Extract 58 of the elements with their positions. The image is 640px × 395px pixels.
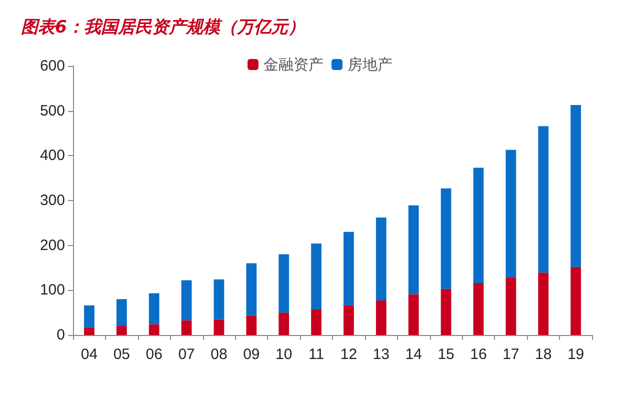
x-tick-label: 10 <box>276 346 292 363</box>
y-tick-label: 200 <box>40 236 65 254</box>
bar <box>278 254 290 313</box>
y-tick-label: 100 <box>40 282 65 299</box>
bar <box>344 232 354 306</box>
bar <box>246 315 257 335</box>
bar <box>278 312 290 335</box>
bar <box>440 288 452 335</box>
y-tick-label: 300 <box>40 192 65 209</box>
bar <box>84 327 94 335</box>
y-tick-label: 400 <box>40 147 65 164</box>
bar <box>311 244 322 310</box>
bar <box>473 168 484 283</box>
bar <box>538 272 549 335</box>
bar <box>116 299 127 326</box>
bar <box>408 294 419 335</box>
x-tick-label: 17 <box>502 346 520 363</box>
bar <box>214 279 224 320</box>
x-tick-label: 06 <box>146 346 162 363</box>
x-tick-label: 13 <box>372 346 390 363</box>
bar <box>181 280 192 320</box>
y-tick-label: 0 <box>56 326 65 344</box>
bar <box>506 150 516 278</box>
x-tick-label: 04 <box>80 346 98 363</box>
bar <box>148 293 160 324</box>
bar <box>570 266 581 335</box>
x-tick-label: 14 <box>405 346 422 363</box>
y-tick-label: 500 <box>40 102 65 120</box>
bar <box>440 188 452 289</box>
x-tick-label: 19 <box>567 346 584 363</box>
bar <box>473 282 484 335</box>
bar <box>116 326 127 335</box>
bar <box>538 126 549 273</box>
x-tick-label: 12 <box>340 346 358 363</box>
bar <box>376 300 386 335</box>
bar <box>214 319 224 335</box>
legend-label: 房地产 <box>348 56 392 74</box>
y-tick-label: 600 <box>40 58 65 74</box>
x-tick-label: 15 <box>438 346 454 363</box>
bar <box>148 324 160 335</box>
x-tick-label: 16 <box>470 346 487 363</box>
x-tick-label: 11 <box>308 346 324 363</box>
bar <box>246 263 257 316</box>
chart-title: 图表6：我国居民资产规模（万亿元） <box>21 18 305 38</box>
bar <box>181 320 192 335</box>
x-tick-label: 09 <box>243 346 260 363</box>
bar <box>344 305 354 335</box>
bar <box>408 205 419 294</box>
legend-label: 金融资产 <box>264 56 324 74</box>
x-tick-label: 18 <box>535 346 552 363</box>
x-tick-label: 08 <box>210 346 228 363</box>
bar <box>506 277 516 335</box>
bar <box>570 105 581 267</box>
x-tick-label: 07 <box>178 346 195 363</box>
bar <box>84 305 94 328</box>
bar <box>311 309 322 335</box>
bar <box>376 218 386 300</box>
x-tick-label: 05 <box>113 346 130 363</box>
